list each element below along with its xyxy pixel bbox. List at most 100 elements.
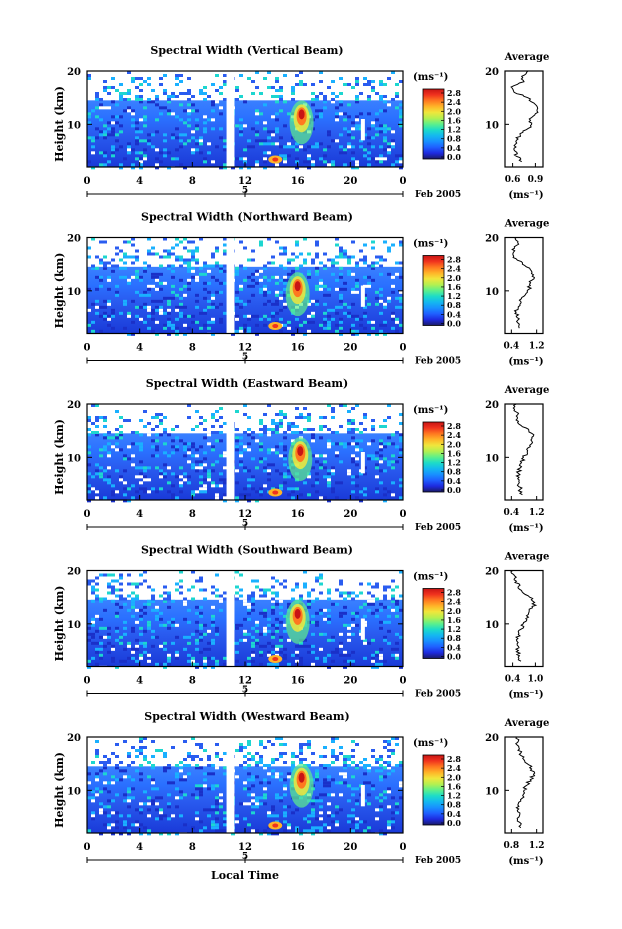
data-gap xyxy=(226,570,235,667)
x-tick-label: 0 xyxy=(84,842,91,853)
average-profile-line xyxy=(515,736,536,829)
average-frame xyxy=(504,736,544,834)
y-axis-label: Height (km) xyxy=(53,253,66,329)
panel-4: Spectral Width (Westward Beam)2010Height… xyxy=(53,710,549,867)
colorbar xyxy=(422,754,445,826)
panel-title: Spectral Width (Vertical Beam) xyxy=(150,44,343,57)
average-title: Average xyxy=(504,718,550,729)
average-y-tick-label: 10 xyxy=(485,287,499,298)
x-axis-label-local-time: Local Time xyxy=(211,869,279,882)
average-y-tick-label: 20 xyxy=(485,733,499,744)
colorbar-unit-label: (ms⁻¹) xyxy=(413,405,448,416)
colorbar-unit-label: (ms⁻¹) xyxy=(413,72,448,83)
average-profile-line xyxy=(511,237,535,329)
x-tick-label: 4 xyxy=(136,676,143,687)
average-y-tick-label: 20 xyxy=(485,234,499,245)
y-tick-label: 10 xyxy=(67,453,81,464)
average-y-tick-label: 10 xyxy=(485,620,499,631)
x-tick-label: 0 xyxy=(400,676,407,687)
y-tick-label: 20 xyxy=(67,67,81,78)
average-profile-line xyxy=(510,70,539,163)
average-x-axis-label: (ms⁻¹) xyxy=(508,190,543,201)
x-tick-label: 20 xyxy=(343,676,357,687)
panel-3: Spectral Width (Southward Beam)2010Heigh… xyxy=(53,544,549,701)
colorbar-tick-label: 0.8 xyxy=(447,467,461,477)
colorbar-tick-label: 1.2 xyxy=(447,624,461,634)
x-tick-label: 0 xyxy=(84,509,91,520)
colorbar-tick-label: 0.0 xyxy=(447,652,461,662)
x-tick-label: 0 xyxy=(400,176,407,187)
data-gap xyxy=(226,404,235,500)
average-frame xyxy=(504,569,544,668)
panel-title: Spectral Width (Northward Beam) xyxy=(141,211,353,224)
colorbar-tick-label: 0.8 xyxy=(447,300,461,310)
y-axis-label: Height (km) xyxy=(53,586,66,662)
average-y-tick-label: 20 xyxy=(485,67,499,78)
date-label: Feb 2005 xyxy=(415,190,461,200)
average-y-tick-label: 20 xyxy=(485,567,499,578)
colorbar xyxy=(422,255,445,326)
colorbar-tick-label: 2.0 xyxy=(447,106,461,116)
colorbar-unit-label: (ms⁻¹) xyxy=(413,239,448,250)
colorbar-tick-label: 1.2 xyxy=(447,791,461,801)
x-tick-label: 16 xyxy=(291,676,305,687)
colorbar xyxy=(422,421,445,493)
colorbar-tick-label: 0.4 xyxy=(447,642,461,652)
day-label: 5 xyxy=(242,186,248,196)
x-tick-label: 0 xyxy=(400,343,407,354)
average-x-tick-label: 0.6 xyxy=(505,175,521,185)
colorbar-tick-label: 1.2 xyxy=(447,125,461,135)
panel-title: Spectral Width (Eastward Beam) xyxy=(146,377,348,390)
average-title: Average xyxy=(504,52,550,63)
average-x-axis-label: (ms⁻¹) xyxy=(508,690,543,701)
x-tick-label: 12 xyxy=(238,509,252,520)
colorbar-tick-label: 2.4 xyxy=(447,597,461,607)
data-gap xyxy=(226,237,235,334)
average-x-tick-label: 1.2 xyxy=(529,841,545,851)
colorbar-tick-label: 2.8 xyxy=(447,754,461,764)
average-y-tick-label: 10 xyxy=(485,453,499,464)
average-x-axis-label: (ms⁻¹) xyxy=(508,357,543,368)
colorbar-tick-label: 1.6 xyxy=(447,615,461,625)
average-x-tick-label: 1.2 xyxy=(529,508,545,518)
average-title: Average xyxy=(504,219,550,230)
colorbar-tick-label: 2.4 xyxy=(447,763,461,773)
average-x-tick-label: 1.2 xyxy=(529,342,545,352)
average-x-tick-label: 0.9 xyxy=(528,175,544,185)
y-tick-label: 20 xyxy=(67,400,81,411)
x-tick-label: 4 xyxy=(136,509,143,520)
x-tick-label: 12 xyxy=(238,842,252,853)
date-label: Feb 2005 xyxy=(415,856,461,866)
colorbar-tick-label: 0.4 xyxy=(447,476,461,486)
average-y-tick-label: 10 xyxy=(485,786,499,797)
x-tick-label: 8 xyxy=(189,509,196,520)
colorbar-tick-label: 0.0 xyxy=(447,152,461,162)
x-tick-label: 8 xyxy=(189,676,196,687)
x-tick-label: 20 xyxy=(343,509,357,520)
colorbar-unit-label: (ms⁻¹) xyxy=(413,572,448,583)
date-label: Feb 2005 xyxy=(415,357,461,367)
colorbar-tick-label: 0.0 xyxy=(447,818,461,828)
x-tick-label: 4 xyxy=(136,176,143,187)
colorbar-tick-label: 2.8 xyxy=(447,88,461,98)
panel-title: Spectral Width (Westward Beam) xyxy=(144,710,349,723)
average-x-tick-label: 0.8 xyxy=(503,841,519,851)
data-gap xyxy=(226,71,235,167)
y-tick-label: 10 xyxy=(67,786,81,797)
colorbar-tick-label: 1.6 xyxy=(447,115,461,125)
colorbar-tick-label: 1.2 xyxy=(447,458,461,468)
day-label: 5 xyxy=(242,686,248,696)
colorbar-tick-label: 2.0 xyxy=(447,606,461,616)
x-tick-label: 4 xyxy=(136,343,143,354)
colorbar-tick-label: 1.6 xyxy=(447,781,461,791)
x-tick-label: 16 xyxy=(291,343,305,354)
y-tick-label: 10 xyxy=(67,287,81,298)
y-tick-label: 10 xyxy=(67,120,81,131)
x-tick-label: 12 xyxy=(238,176,252,187)
x-tick-label: 0 xyxy=(400,509,407,520)
average-x-tick-label: 0.4 xyxy=(503,508,519,518)
colorbar-tick-label: 2.4 xyxy=(447,97,461,107)
colorbar-tick-label: 2.4 xyxy=(447,264,461,274)
colorbar xyxy=(422,88,445,160)
